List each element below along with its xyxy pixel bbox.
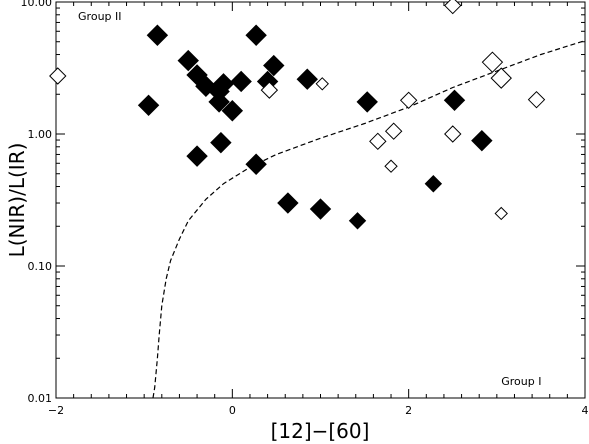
filled-diamond-point: [146, 24, 169, 46]
open-diamond-point: [384, 122, 403, 140]
x-axis-title: [12]−[60]: [271, 419, 370, 443]
filled-diamond-point: [137, 94, 160, 116]
filled-diamond-point: [348, 212, 367, 230]
open-diamond-point: [444, 125, 462, 143]
filled-diamond-point: [186, 145, 208, 167]
x-tick-label: 4: [582, 404, 589, 417]
filled-diamond-point: [245, 24, 267, 46]
open-diamond-point: [494, 206, 508, 221]
open-diamond-point: [384, 159, 398, 173]
open-diamond-point: [527, 90, 546, 109]
y-tick-label: 10.00: [21, 0, 53, 9]
axis-ticks: [55, 2, 586, 399]
y-tick-label: 1.00: [28, 128, 53, 141]
annotation-group-i: Group I: [501, 375, 541, 388]
open-diamond-point: [481, 51, 504, 73]
filled-diamond-point: [208, 91, 230, 113]
filled-diamond-point: [230, 70, 252, 93]
annotation-group-ii: Group II: [78, 10, 121, 23]
open-diamond-point: [399, 91, 418, 110]
filled-diamond-point: [245, 153, 267, 175]
open-diamond-point: [490, 67, 512, 89]
filled-diamond-point: [210, 131, 232, 154]
filled-diamond-point: [443, 89, 466, 112]
filled-diamond-point: [212, 73, 235, 95]
y-tick-label: 0.01: [28, 392, 53, 405]
x-tick-label: 2: [405, 404, 412, 417]
filled-diamond-point: [221, 100, 244, 122]
filled-diamond-point: [309, 198, 332, 220]
y-tick-label: 0.10: [28, 260, 53, 273]
data-points: [49, 0, 546, 230]
filled-diamond-point: [424, 175, 443, 193]
group-boundary-curve: [152, 40, 586, 399]
filled-diamond-point: [296, 68, 318, 90]
filled-diamond-point: [471, 129, 493, 152]
x-tick-label: −2: [48, 404, 64, 417]
x-tick-label: 0: [229, 404, 236, 417]
tick-labels: −2 0 2 4 0.01 0.10 1.00 10.00: [21, 0, 589, 417]
open-diamond-point: [260, 81, 279, 99]
open-diamond-point: [315, 77, 329, 91]
filled-diamond-point: [177, 49, 199, 72]
open-diamond-point: [369, 132, 387, 151]
open-diamond-point: [49, 67, 67, 85]
open-diamond-point: [444, 0, 462, 15]
filled-diamond-point: [356, 91, 378, 113]
y-axis-title: L(NIR)/L(IR): [5, 143, 29, 258]
filled-diamond-point: [263, 54, 285, 77]
filled-diamond-point: [277, 192, 299, 214]
